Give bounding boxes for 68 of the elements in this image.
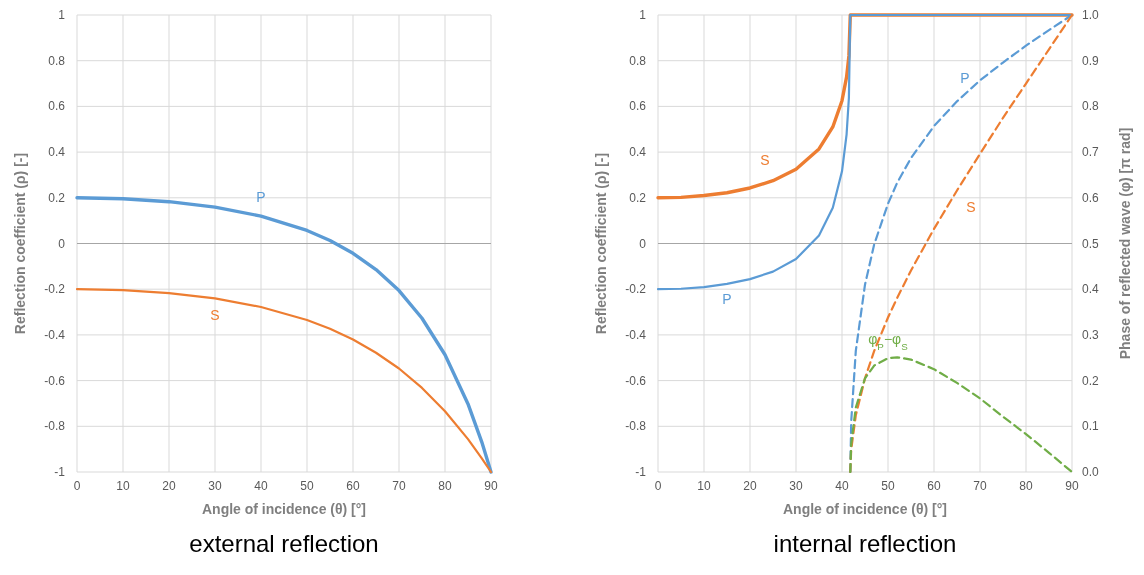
y-tick-label: -0.6 [44,373,66,388]
x-tick-label: 60 [346,479,360,493]
series-label: P [960,70,970,87]
x-tick-label: 30 [208,479,222,493]
y2-tick-label: 0.4 [1082,282,1100,297]
series-label: P [256,189,266,206]
y2-tick-label: 0.9 [1082,53,1100,68]
y2-tick-label: 0.5 [1082,236,1100,251]
y-tick-label: -0.4 [44,327,66,342]
y-tick-label: 0 [58,236,66,251]
y-tick-label: 0.2 [48,190,66,205]
series-label: φ$_{P}$−φ$_{S}$ [868,331,909,352]
x-tick-label: 0 [73,479,81,493]
y-tick-label: 0.8 [48,53,66,68]
y-tick-label: 0.4 [629,145,647,160]
y-tick-label: -0.8 [625,419,647,434]
x-tick-label: 40 [254,479,268,493]
series-label: P [722,290,732,307]
x-tick-label: 10 [116,479,130,493]
x-tick-label: 30 [789,479,803,493]
y2-tick-label: 0.1 [1082,419,1100,434]
y2-tick-label: 0.6 [1082,190,1100,205]
series-label: S [210,307,220,324]
y-tick-label: -0.4 [625,327,647,342]
x-tick-label: 0 [654,479,662,493]
text: internal reflection [773,530,957,557]
x-tick-label: 10 [697,479,711,493]
y-axis-title: Reflection coefficient (ρ) [-] [12,152,28,335]
x-tick-label: 90 [484,479,498,493]
x-tick-label: 20 [743,479,757,493]
x-tick-label: 60 [927,479,941,493]
y-tick-label: -0.2 [625,282,647,297]
y-tick-label: 0.4 [48,145,66,160]
y-tick-label: 0 [639,236,647,251]
x-tick-label: 40 [835,479,849,493]
x-axis-title: Angle of incidence (θ) [°] [201,501,367,517]
y-tick-label: 1 [639,8,647,22]
x-tick-label: 20 [162,479,176,493]
series-label: S [760,151,770,168]
y2-axis-title: Phase of reflected wave (φ) [π rad] [1117,127,1133,360]
y-tick-label: -1 [635,465,647,479]
y2-tick-label: 0.7 [1082,145,1100,160]
text: external reflection [189,530,379,557]
line-series [849,356,1074,474]
y-tick-label: -1 [54,465,66,479]
y-tick-label: 0.2 [629,190,647,205]
x-tick-label: 80 [1019,479,1033,493]
y2-tick-label: 1.0 [1082,8,1100,22]
y-tick-label: -0.8 [44,419,66,434]
y-tick-label: 0.8 [629,53,647,68]
y-tick-label: 0.6 [629,99,647,114]
x-tick-label: 50 [881,479,895,493]
y-tick-label: -0.2 [44,282,66,297]
x-tick-label: 50 [300,479,314,493]
x-tick-label: 70 [973,479,987,493]
y2-tick-label: 0.0 [1082,465,1100,479]
x-tick-label: 90 [1065,479,1079,493]
y-tick-label: 1 [58,8,66,22]
y2-tick-label: 0.2 [1082,373,1100,388]
y-axis-title: Reflection coefficient (ρ) [-] [593,152,609,335]
x-axis-title: Angle of incidence (θ) [°] [782,501,948,517]
series-label: S [966,199,976,216]
x-tick-label: 70 [392,479,406,493]
y-tick-label: 0.6 [48,99,66,114]
y2-tick-label: 0.8 [1082,99,1100,114]
y2-tick-label: 0.3 [1082,327,1100,342]
y-tick-label: -0.6 [625,373,647,388]
x-tick-label: 80 [438,479,452,493]
